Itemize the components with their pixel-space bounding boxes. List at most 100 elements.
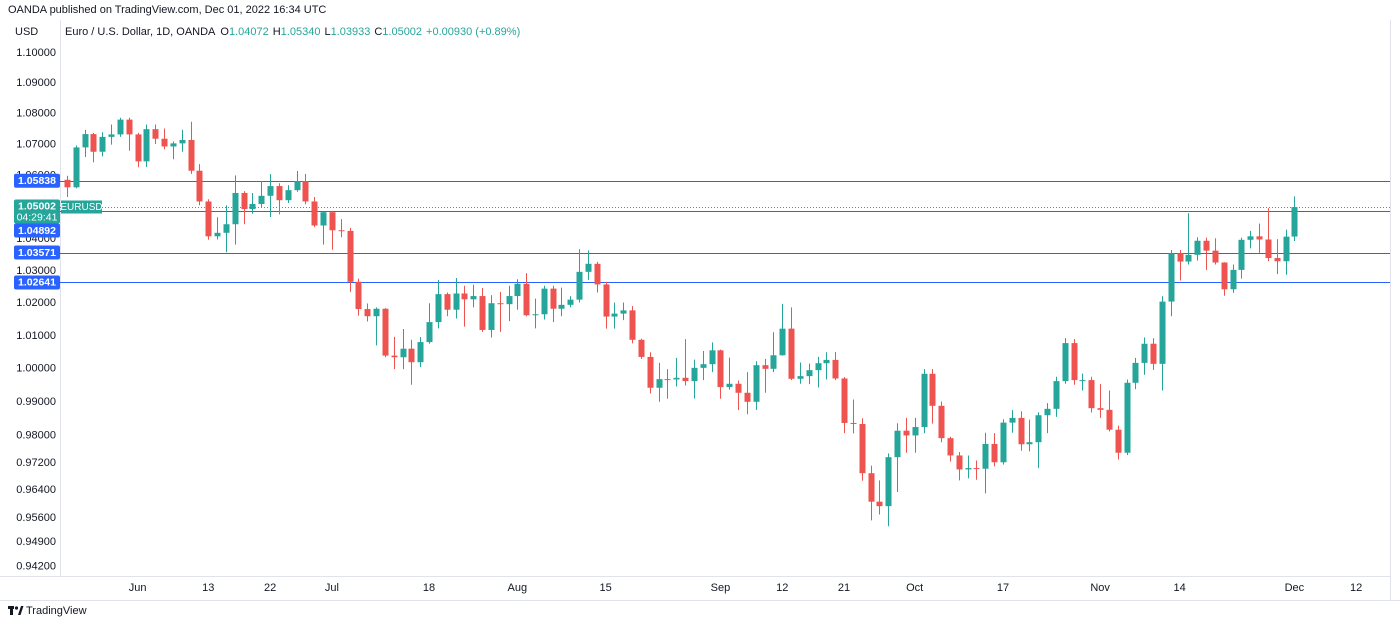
x-tick-label: 21 (838, 582, 850, 594)
candle-body (1150, 343, 1157, 364)
candle-body (435, 294, 442, 323)
candle-body (620, 310, 627, 314)
y-tick-label: 1.09000 (16, 77, 56, 89)
candle-body (1203, 240, 1210, 251)
x-tick-label: 14 (1173, 582, 1185, 594)
x-tick-label: Nov (1090, 582, 1110, 594)
candle-body (1035, 415, 1042, 443)
candle-body (461, 293, 468, 300)
candle-body (426, 322, 433, 343)
candle-body (1247, 236, 1254, 240)
candle-body (691, 367, 698, 382)
candle-body (73, 147, 80, 188)
candle-body (417, 342, 424, 363)
candle-body (532, 314, 539, 316)
candle-body (373, 308, 380, 317)
legend-symbol: Euro / U.S. Dollar, 1D, OANDA (65, 26, 216, 38)
x-tick-label: 12 (1350, 582, 1362, 594)
x-tick-label: Aug (508, 582, 528, 594)
candle-body (179, 139, 186, 144)
y-tick-label: 1.03000 (16, 265, 56, 277)
candle-body (965, 468, 972, 470)
candle-body (1124, 382, 1131, 453)
candle-body (241, 192, 248, 210)
candle-body (558, 304, 565, 309)
candle-body (832, 359, 839, 379)
candle-body (1168, 253, 1175, 302)
level-label-box (14, 275, 60, 290)
candle-body (788, 328, 795, 379)
level-label: 1.05838 (18, 175, 56, 187)
candle-body (523, 283, 530, 316)
candle-body (382, 308, 389, 356)
legend-key: C (374, 26, 382, 38)
candle-body (956, 455, 963, 470)
y-tick-label: 0.96400 (16, 484, 56, 496)
candle-body (1079, 380, 1086, 382)
candle-body (338, 230, 345, 232)
level-label-box (14, 245, 60, 260)
y-tick-label: 1.10000 (16, 47, 56, 59)
y-tick-label: 0.98000 (16, 430, 56, 442)
candle-body (682, 377, 689, 382)
level-label-box (14, 173, 60, 188)
candle-body (1044, 408, 1051, 416)
y-tick-label: 0.99000 (16, 396, 56, 408)
level-label: 1.04892 (18, 225, 56, 237)
candle-body (868, 473, 875, 502)
legend-key: L (324, 26, 330, 38)
candle-body (894, 430, 901, 458)
x-tick-label: Oct (906, 582, 923, 594)
candle-body (982, 443, 989, 469)
candle-body (488, 303, 495, 330)
candle-body (1088, 380, 1095, 409)
countdown: 04:29:41 (17, 211, 58, 223)
candle-body (276, 186, 283, 201)
candle-body (249, 203, 256, 210)
candle-body (152, 129, 159, 139)
candle-body (841, 378, 848, 423)
candle-body (1132, 362, 1139, 383)
candle-body (1018, 417, 1025, 445)
candle-body (1009, 417, 1016, 423)
currency: USD (15, 26, 38, 38)
candle-body (823, 359, 830, 364)
y-tick-label: 0.97200 (16, 457, 56, 469)
candle-body (355, 281, 362, 310)
candle-body (735, 383, 742, 393)
candle-body (859, 423, 866, 474)
candle-body (885, 457, 892, 507)
candle-body (638, 339, 645, 357)
candle-body (223, 224, 230, 233)
candle-body (161, 138, 168, 147)
candle-body (1212, 250, 1219, 263)
candle-body (126, 119, 133, 135)
candle-body (1159, 301, 1166, 364)
candle-body (1194, 240, 1201, 255)
candle-body (391, 355, 398, 358)
candle-body (1062, 343, 1069, 382)
x-tick-label: Sep (711, 582, 731, 594)
candle-body (779, 328, 786, 356)
level-label: 1.03571 (18, 247, 56, 259)
candle-body (850, 422, 857, 424)
x-tick-label: 18 (423, 582, 435, 594)
candle-body (1071, 343, 1078, 381)
y-tick-label: 1.01000 (16, 330, 56, 342)
candle-body (329, 212, 336, 231)
candle-body (64, 179, 71, 188)
candle-body (1000, 422, 1007, 463)
candle-body (267, 186, 274, 196)
candle-body (1053, 381, 1060, 409)
x-tick-label: 15 (600, 582, 612, 594)
candle-body (629, 310, 636, 340)
candle-body (1291, 207, 1298, 237)
candle-body (700, 364, 707, 368)
candle-body (205, 201, 212, 237)
y-tick-label: 1.02000 (16, 297, 56, 309)
candle-body (506, 296, 513, 305)
candle-body (514, 283, 521, 297)
candle-body (567, 299, 574, 305)
candle-body (453, 293, 460, 310)
candles (64, 117, 1298, 527)
